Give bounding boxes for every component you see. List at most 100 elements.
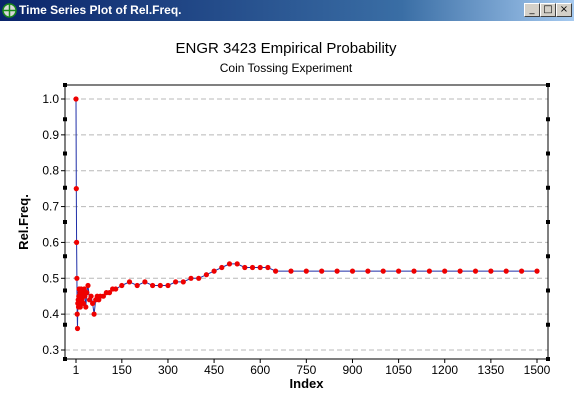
selection-handle[interactable]: [63, 220, 67, 224]
data-point: [257, 264, 263, 271]
data-point: [165, 282, 171, 289]
data-point: [188, 275, 194, 281]
x-tick-label: 150: [112, 363, 132, 377]
data-point: [150, 282, 156, 289]
data-point: [74, 311, 80, 317]
y-tick-label: 0.3: [42, 343, 59, 357]
data-point: [242, 264, 248, 271]
data-point: [91, 311, 97, 317]
window-titlebar[interactable]: Time Series Plot of Rel.Freq. _ □ ×: [0, 0, 574, 21]
selection-handle[interactable]: [546, 357, 550, 361]
data-point: [334, 268, 340, 274]
data-point: [442, 268, 448, 274]
x-tick-label: 1500: [524, 363, 551, 377]
x-axis-label: Index: [290, 376, 325, 391]
data-point: [157, 282, 163, 289]
minimize-button[interactable]: _: [524, 3, 540, 17]
x-tick-label: 300: [158, 363, 178, 377]
selection-handle[interactable]: [546, 83, 550, 87]
maximize-button[interactable]: □: [540, 3, 556, 17]
data-point: [203, 272, 209, 278]
data-point: [100, 293, 106, 299]
data-point: [173, 279, 179, 285]
y-tick-label: 0.5: [42, 271, 59, 285]
x-tick-label: 900: [342, 363, 362, 377]
data-point: [85, 282, 91, 289]
data-point: [503, 268, 509, 274]
data-point: [211, 268, 217, 274]
x-tick-label: 1350: [478, 363, 505, 377]
selection-handle[interactable]: [63, 185, 67, 190]
selection-handle[interactable]: [546, 117, 550, 122]
plot-frame: [64, 84, 549, 360]
y-tick-label: 0.4: [42, 307, 59, 321]
data-point: [196, 275, 202, 281]
selection-handle[interactable]: [546, 220, 550, 224]
selection-handle[interactable]: [63, 254, 67, 259]
x-tick-label: 750: [296, 363, 316, 377]
data-point: [113, 286, 119, 292]
x-tick-label: 1200: [431, 363, 458, 377]
data-point: [90, 300, 96, 306]
data-point: [180, 279, 186, 285]
window-title: Time Series Plot of Rel.Freq.: [19, 3, 182, 17]
selection-handle[interactable]: [546, 288, 550, 293]
y-tick-label: 0.6: [42, 235, 59, 249]
app-icon: [2, 3, 17, 18]
data-point: [396, 268, 402, 274]
data-point: [119, 282, 125, 289]
data-point: [426, 268, 432, 274]
data-point: [106, 290, 113, 296]
selection-handle[interactable]: [63, 288, 67, 293]
selection-handle[interactable]: [63, 83, 67, 87]
data-point: [83, 304, 89, 310]
selection-handle[interactable]: [546, 185, 550, 190]
y-axis-label: Rel.Freq.: [16, 194, 31, 250]
data-point: [142, 279, 148, 285]
data-point: [84, 290, 90, 296]
y-tick-label: 0.9: [42, 128, 59, 142]
data-point: [472, 268, 479, 274]
selection-handle[interactable]: [63, 357, 67, 361]
selection-handle[interactable]: [546, 151, 550, 156]
selection-handle[interactable]: [63, 151, 67, 156]
data-point: [126, 279, 133, 285]
chart-title: ENGR 3423 Empirical Probability: [175, 40, 397, 57]
series-line: [75, 98, 537, 329]
data-point: [519, 268, 525, 274]
data-point: [319, 268, 325, 274]
data-point: [74, 275, 80, 281]
data-point: [226, 261, 233, 267]
selection-handle[interactable]: [546, 322, 550, 327]
data-point: [73, 186, 79, 192]
x-tick-label: 450: [204, 363, 224, 377]
data-point: [411, 268, 417, 274]
x-tick-label: 1: [73, 363, 80, 377]
data-point: [534, 268, 540, 274]
data-point: [74, 239, 80, 245]
x-tick-label: 1050: [385, 363, 412, 377]
selection-handle[interactable]: [63, 117, 67, 122]
data-point: [265, 264, 271, 271]
data-point: [303, 268, 309, 274]
data-point: [457, 268, 463, 274]
data-point: [134, 282, 140, 289]
data-point: [488, 268, 494, 274]
data-point: [380, 268, 386, 274]
data-point: [88, 293, 94, 299]
y-tick-label: 0.7: [42, 200, 59, 214]
data-point: [349, 268, 356, 274]
data-point: [273, 268, 279, 274]
y-tick-label: 1.0: [42, 92, 59, 106]
data-point: [234, 261, 240, 267]
data-point: [77, 304, 83, 310]
close-button[interactable]: ×: [556, 3, 572, 17]
data-point: [249, 264, 256, 271]
data-point: [219, 264, 225, 271]
y-tick-label: 0.8: [42, 164, 59, 178]
selection-handle[interactable]: [546, 254, 550, 259]
selection-handle[interactable]: [63, 322, 67, 327]
data-point: [74, 325, 81, 332]
chart-subtitle: Coin Tossing Experiment: [219, 61, 353, 75]
